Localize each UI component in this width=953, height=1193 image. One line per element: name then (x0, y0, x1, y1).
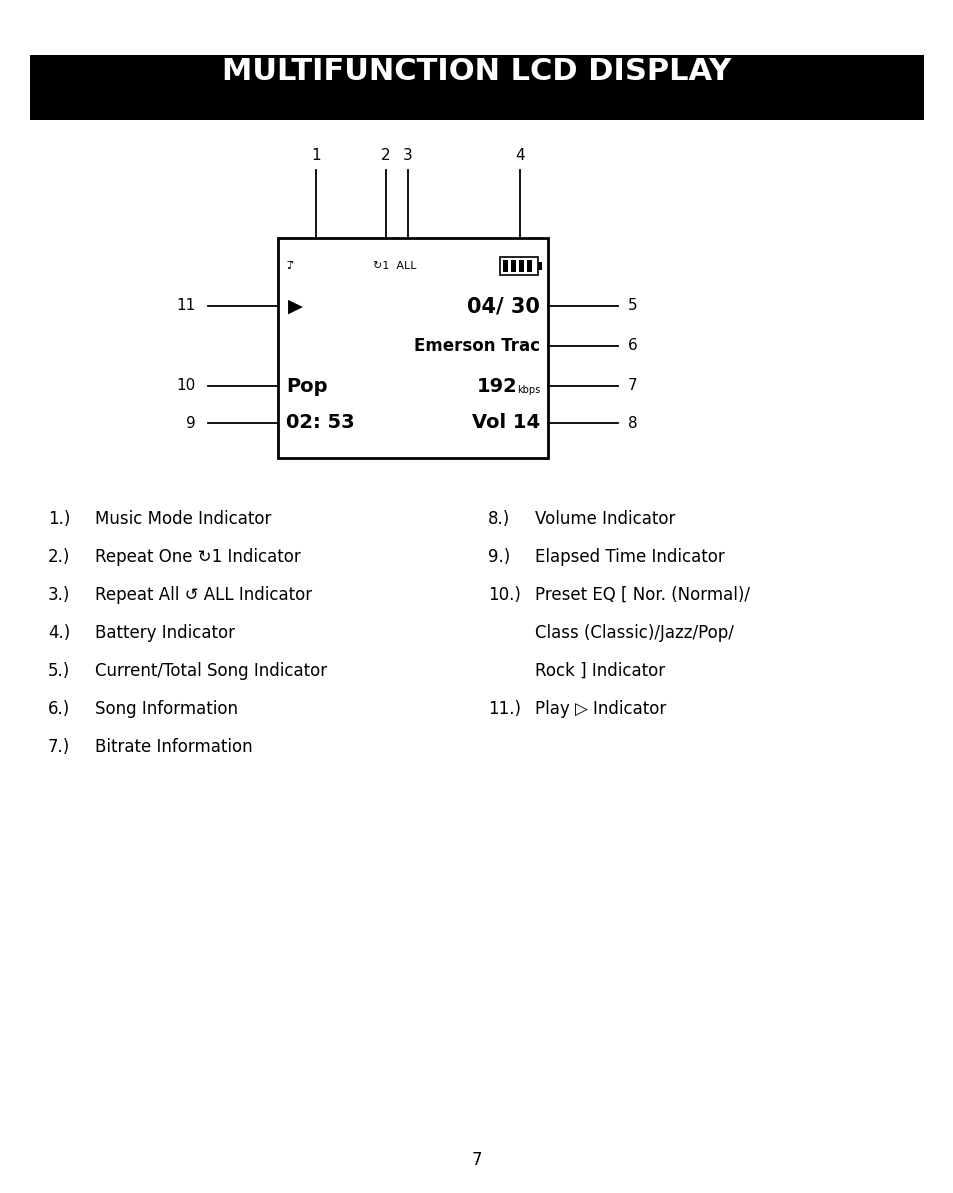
Text: 3: 3 (403, 148, 413, 162)
Text: Music Mode Indicator: Music Mode Indicator (95, 509, 271, 528)
Text: Emerson Trac: Emerson Trac (414, 336, 539, 356)
Text: 04/ 30: 04/ 30 (467, 296, 539, 316)
Text: 11.): 11.) (488, 700, 520, 718)
Text: Vol 14: Vol 14 (472, 414, 539, 433)
Text: 3.): 3.) (48, 586, 71, 604)
Bar (511, 260, 516, 272)
Text: Battery Indicator: Battery Indicator (95, 624, 234, 642)
Text: Rock ] Indicator: Rock ] Indicator (535, 662, 664, 680)
Text: Bitrate Information: Bitrate Information (95, 738, 253, 756)
Text: Volume Indicator: Volume Indicator (535, 509, 675, 528)
Text: ♪̅: ♪̅ (286, 261, 293, 271)
Text: 10: 10 (176, 378, 195, 394)
Text: 8: 8 (627, 415, 637, 431)
Text: Pop: Pop (286, 377, 327, 396)
Bar (518, 260, 523, 272)
Text: 7: 7 (627, 378, 637, 394)
Text: kbps: kbps (517, 385, 539, 395)
Text: 7: 7 (471, 1151, 482, 1169)
Text: 9: 9 (186, 415, 195, 431)
Text: Song Information: Song Information (95, 700, 237, 718)
Text: Elapsed Time Indicator: Elapsed Time Indicator (535, 548, 724, 565)
Text: Repeat All ↺ ALL Indicator: Repeat All ↺ ALL Indicator (95, 586, 312, 604)
Text: 6.): 6.) (48, 700, 71, 718)
Text: 192: 192 (476, 377, 517, 396)
Text: 2: 2 (381, 148, 391, 162)
Text: 10.): 10.) (488, 586, 520, 604)
Text: 2.): 2.) (48, 548, 71, 565)
Text: ↻1  ALL: ↻1 ALL (373, 261, 416, 271)
Text: MULTIFUNCTION LCD DISPLAY: MULTIFUNCTION LCD DISPLAY (222, 57, 731, 86)
Text: 4.): 4.) (48, 624, 71, 642)
Bar (277, 237, 547, 458)
Text: 6: 6 (627, 339, 638, 353)
Text: ▶: ▶ (288, 297, 303, 315)
Text: 5.): 5.) (48, 662, 71, 680)
Text: 9.): 9.) (488, 548, 510, 565)
Text: 02: 53: 02: 53 (286, 414, 355, 433)
Text: Play ▷ Indicator: Play ▷ Indicator (535, 700, 665, 718)
Bar (537, 262, 541, 270)
Text: Current/Total Song Indicator: Current/Total Song Indicator (95, 662, 327, 680)
Bar (526, 260, 532, 272)
Bar (30, 55, 923, 120)
Text: 4: 4 (515, 148, 524, 162)
Bar (499, 256, 537, 276)
Text: 11: 11 (176, 298, 195, 314)
Text: Repeat One ↻1 Indicator: Repeat One ↻1 Indicator (95, 548, 300, 565)
Bar (502, 260, 507, 272)
Text: 8.): 8.) (488, 509, 510, 528)
Text: 1.): 1.) (48, 509, 71, 528)
Text: Class (Classic)/Jazz/Pop/: Class (Classic)/Jazz/Pop/ (535, 624, 733, 642)
Text: 5: 5 (627, 298, 637, 314)
Text: 7.): 7.) (48, 738, 71, 756)
Text: Preset EQ [ Nor. (Normal)/: Preset EQ [ Nor. (Normal)/ (535, 586, 749, 604)
Text: 1: 1 (311, 148, 320, 162)
